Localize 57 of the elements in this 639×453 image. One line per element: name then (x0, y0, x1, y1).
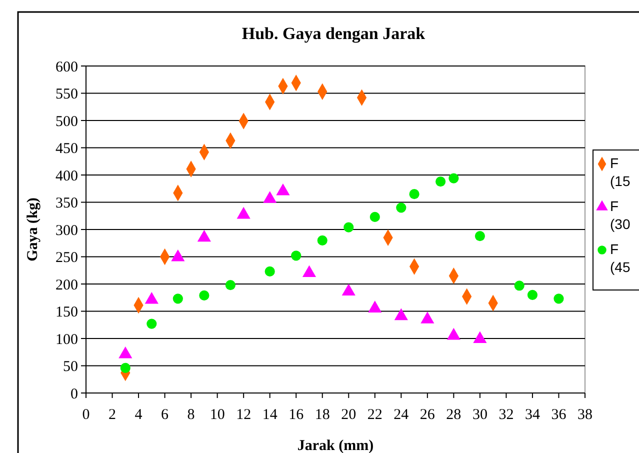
point (146, 318, 157, 329)
chart-title: Hub. Gaya dengan Jarak (242, 24, 426, 43)
y-axis-title: Gaya (kg) (25, 198, 41, 262)
x-tick-label: 36 (551, 407, 567, 423)
x-tick-label: 32 (498, 407, 514, 423)
legend-label: F (30 (610, 198, 630, 232)
y-tick-label: 100 (56, 332, 78, 348)
point (120, 362, 130, 373)
point (448, 173, 459, 184)
x-tick-label: 22 (367, 407, 382, 423)
x-tick-label: 34 (524, 407, 540, 423)
point (225, 280, 236, 290)
point (172, 294, 183, 304)
x-tick-label: 6 (161, 407, 170, 423)
x-tick-label: 38 (578, 407, 592, 423)
x-tick-label: 12 (236, 407, 252, 423)
y-tick-label: 300 (56, 222, 78, 239)
x-tick-label: 18 (314, 407, 330, 423)
y-tick-label: 50 (63, 359, 78, 375)
x-tick-label: 30 (472, 407, 488, 423)
point (317, 235, 328, 246)
y-tick-label: 400 (56, 168, 78, 184)
y-tick-label: 350 (56, 196, 78, 212)
legend-label: F (15 (610, 155, 630, 189)
point (291, 250, 302, 261)
x-axis-title: Jarak (mm) (297, 438, 374, 453)
x-tick-label: 4 (134, 407, 143, 423)
point (370, 212, 380, 222)
x-tick-label: 20 (341, 407, 356, 423)
point (199, 290, 210, 300)
point (527, 290, 538, 300)
point (409, 189, 420, 200)
x-tick-label: 24 (394, 407, 410, 423)
x-tick-label: 2 (108, 407, 116, 423)
point (436, 176, 446, 187)
y-tick-label: 150 (56, 304, 78, 320)
point (554, 294, 564, 304)
y-tick-label: 450 (56, 141, 78, 157)
y-tick-label: 200 (56, 277, 78, 294)
point (474, 231, 485, 242)
point (396, 202, 406, 213)
point (514, 280, 524, 291)
x-tick-label: 0 (82, 407, 90, 423)
point (264, 266, 275, 276)
y-tick-label: 500 (56, 114, 78, 130)
point (344, 222, 354, 232)
legend-label: F (45 (610, 241, 630, 275)
x-tick-label: 26 (420, 407, 436, 423)
y-tick-label: 550 (56, 86, 78, 102)
x-tick-label: 10 (210, 407, 225, 423)
y-tick-label: 600 (56, 59, 78, 76)
y-tick-label: 0 (70, 386, 78, 402)
x-tick-label: 16 (288, 407, 304, 423)
x-tick-label: 28 (446, 407, 462, 423)
x-tick-label: 14 (262, 407, 278, 423)
y-tick-label: 250 (56, 250, 78, 266)
x-tick-label: 8 (187, 407, 195, 423)
